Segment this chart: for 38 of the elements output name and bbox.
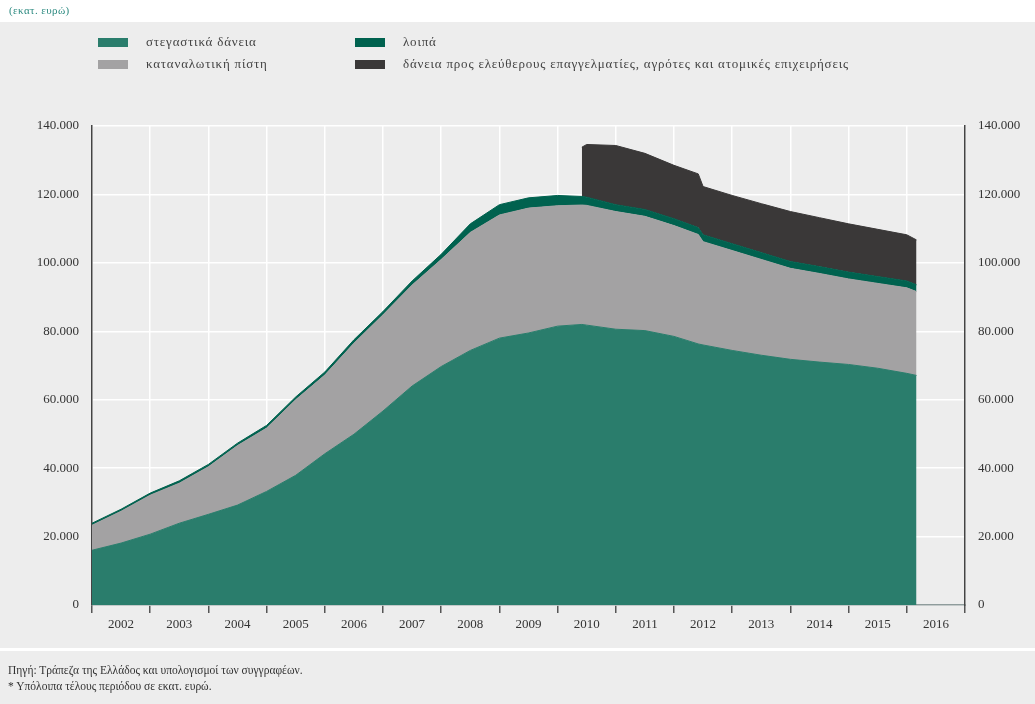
y-tick-label: 120.000 — [36, 185, 79, 201]
text: * Υπόλοιπα τέλους περιόδου σε εκατ. ευρώ. — [8, 679, 213, 694]
x-tick-label: 2002 — [108, 616, 135, 632]
x-tick-label: 2012 — [690, 616, 717, 632]
y2-tick-label: 20.000 — [978, 527, 1014, 543]
y-tick-label: 40.000 — [43, 459, 79, 475]
x-tick-label: 2011 — [632, 616, 658, 632]
y-tick-label: 20.000 — [43, 527, 79, 543]
chart-subtitle: (εκατ. ευρώ) — [9, 4, 70, 16]
x-tick-label: 2003 — [166, 616, 193, 632]
y-tick-label: 60.000 — [43, 391, 79, 407]
x-tick-label: 2014 — [806, 616, 833, 632]
y-tick-label: 0 — [72, 596, 79, 612]
y2-tick-label: 140.000 — [978, 117, 1021, 133]
x-tick-label: 2016 — [922, 616, 950, 632]
x-tick-label: 2005 — [282, 616, 309, 632]
y2-tick-label: 100.000 — [978, 254, 1021, 270]
y2-tick-label: 120.000 — [978, 185, 1021, 201]
y-tick-label: 140.000 — [36, 117, 79, 133]
legend-label: δάνεια προς ελεύθερους επαγγελματίες, αγρότες και ατομικές επιχειρήσεις — [403, 56, 849, 72]
x-tick-label: 2009 — [515, 616, 542, 632]
y2-tick-label: 40.000 — [978, 459, 1014, 475]
x-tick-label: 2010 — [573, 616, 600, 632]
x-tick-label: 2007 — [399, 616, 426, 632]
y-tick-label: 80.000 — [43, 322, 79, 338]
legend-label: λοιπά — [403, 34, 437, 50]
x-tick-label: 2008 — [457, 616, 484, 632]
legend-label: καταναλωτική πίστη — [146, 56, 268, 72]
legend-label: στεγαστικά δάνεια — [146, 34, 257, 50]
text: Πηγή: Τράπεζα της Ελλάδος και υπολογισμοί των συγγραφέων. — [8, 663, 303, 678]
y2-tick-label: 80.000 — [978, 322, 1014, 338]
y2-tick-label: 0 — [978, 596, 985, 612]
x-tick-label: 2015 — [864, 616, 891, 632]
y-tick-label: 100.000 — [36, 254, 79, 270]
x-tick-label: 2004 — [224, 616, 251, 632]
x-tick-label: 2006 — [340, 616, 368, 632]
y2-tick-label: 60.000 — [978, 391, 1014, 407]
x-tick-label: 2013 — [748, 616, 775, 632]
